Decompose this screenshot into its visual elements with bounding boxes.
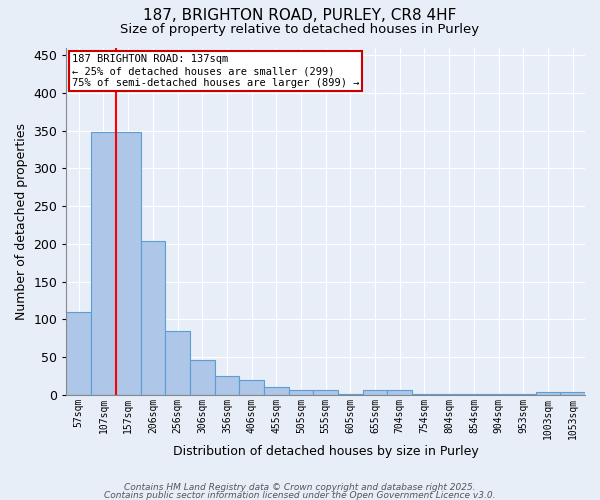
Bar xyxy=(461,394,486,395)
Text: Size of property relative to detached houses in Purley: Size of property relative to detached ho… xyxy=(121,22,479,36)
Bar xyxy=(363,390,388,395)
Text: 187 BRIGHTON ROAD: 137sqm
← 25% of detached houses are smaller (299)
75% of semi: 187 BRIGHTON ROAD: 137sqm ← 25% of detac… xyxy=(71,54,359,88)
X-axis label: Distribution of detached houses by size in Purley: Distribution of detached houses by size … xyxy=(173,444,479,458)
Bar xyxy=(91,132,116,395)
Bar xyxy=(239,380,264,395)
Bar xyxy=(116,132,140,395)
Bar xyxy=(338,394,363,395)
Bar xyxy=(165,331,190,395)
Text: 187, BRIGHTON ROAD, PURLEY, CR8 4HF: 187, BRIGHTON ROAD, PURLEY, CR8 4HF xyxy=(143,8,457,22)
Bar xyxy=(313,390,338,395)
Bar xyxy=(536,392,560,395)
Bar xyxy=(560,392,585,395)
Bar xyxy=(412,394,437,395)
Text: Contains public sector information licensed under the Open Government Licence v3: Contains public sector information licen… xyxy=(104,490,496,500)
Bar xyxy=(388,390,412,395)
Bar xyxy=(67,312,91,395)
Bar xyxy=(511,394,536,395)
Bar xyxy=(264,388,289,395)
Bar xyxy=(437,394,461,395)
Bar xyxy=(486,394,511,395)
Bar xyxy=(140,241,165,395)
Bar xyxy=(289,390,313,395)
Bar xyxy=(190,360,215,395)
Text: Contains HM Land Registry data © Crown copyright and database right 2025.: Contains HM Land Registry data © Crown c… xyxy=(124,484,476,492)
Bar xyxy=(215,376,239,395)
Y-axis label: Number of detached properties: Number of detached properties xyxy=(15,123,28,320)
